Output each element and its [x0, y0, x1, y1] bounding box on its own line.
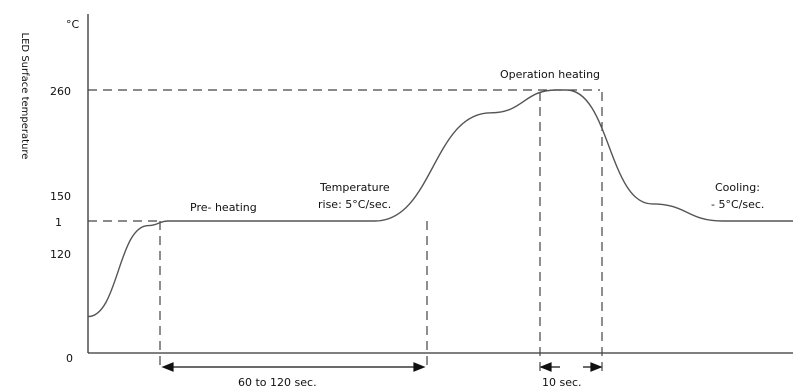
label-operation-heating: Operation heating — [500, 68, 600, 81]
label-pre-heating: Pre- heating — [190, 201, 257, 214]
arrowhead-peak-left — [539, 362, 552, 372]
label-temp-rise-1: Temperature — [319, 181, 390, 194]
reference-lines — [88, 89, 603, 372]
y-tick-label-1: 1 — [55, 216, 62, 229]
arrowhead-preheat-right — [413, 362, 426, 372]
label-temp-rise-2: rise: 5°C/sec. — [318, 198, 391, 211]
label-cooling-1: Cooling: — [715, 181, 760, 194]
y-tick-label-120: 120 — [50, 248, 71, 261]
arrowhead-preheat-left — [161, 362, 174, 372]
arrowhead-peak-right — [590, 362, 603, 372]
y-tick-label-0: 0 — [66, 352, 73, 365]
label-duration-preheat: 60 to 120 sec. — [238, 376, 317, 389]
y-tick-label-260: 260 — [50, 85, 71, 98]
series-line-temperature-profile — [87, 89, 793, 318]
y-axis-label: LED Surface temperature — [19, 33, 30, 160]
y-tick-label-150: 150 — [50, 190, 71, 203]
label-cooling-2: - 5°C/sec. — [711, 198, 764, 211]
label-duration-peak: 10 sec. — [542, 376, 582, 389]
y-unit-label: °C — [66, 18, 80, 31]
